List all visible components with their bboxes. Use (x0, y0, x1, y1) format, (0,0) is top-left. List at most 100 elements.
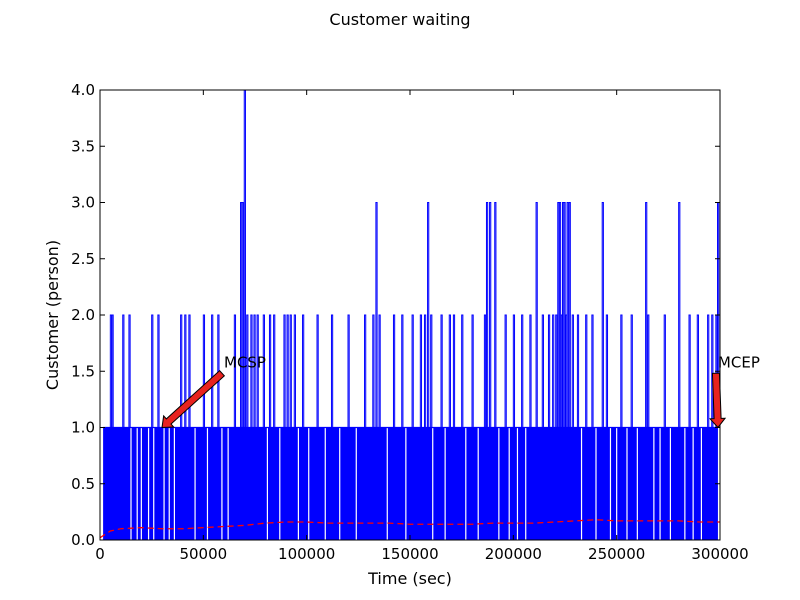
queue-spike-point (401, 314, 404, 428)
y-tick-label: 0.5 (71, 475, 95, 493)
x-tick-label: 300000 (691, 545, 748, 563)
y-axis-label: Customer (person) (43, 240, 62, 390)
queue-spike-point (521, 314, 524, 428)
y-tick-label: 3.0 (71, 194, 95, 212)
queue-spike-point (678, 202, 681, 428)
chart-title: Customer waiting (329, 10, 470, 29)
x-tick-label: 100000 (278, 545, 335, 563)
y-tick-label: 4.0 (71, 81, 95, 99)
queue-spike-point (122, 314, 125, 428)
queue-spike-point (302, 314, 305, 428)
queue-spike-point (289, 314, 292, 428)
queue-spike-point (663, 314, 666, 428)
queue-spike-point (711, 314, 714, 428)
queue-spike-point (211, 314, 214, 428)
queue-spike-point (392, 314, 396, 428)
queue-spike-point (184, 314, 187, 428)
plot-area (100, 90, 720, 540)
queue-spike-point (547, 314, 551, 428)
annotation-label-mcsp: MCSP (224, 353, 266, 371)
queue-spike-point (452, 314, 456, 428)
queue-spike-point (448, 314, 451, 428)
queue-spike-point (568, 202, 571, 428)
queue-spike-point (427, 202, 430, 428)
queue-spike-point (364, 314, 367, 428)
queue-spike-point (485, 202, 489, 428)
queue-dense-band (103, 427, 718, 540)
queue-spike-point (555, 314, 558, 428)
queue-spike-point (372, 314, 375, 428)
x-tick-label: 150000 (381, 545, 438, 563)
queue-spike-point (571, 314, 574, 428)
queue-spike-point (128, 314, 131, 428)
queue-spike-point (512, 314, 516, 428)
annotation-label-mcep: MCEP (718, 353, 760, 371)
queue-spike-point (471, 314, 474, 428)
queue-spike-point (157, 314, 160, 428)
queue-spike-point (630, 314, 633, 428)
queue-spike-point (347, 314, 350, 428)
queue-spike-point (707, 314, 710, 428)
queue-spike-point (483, 314, 487, 428)
queue-spike-point (620, 314, 623, 428)
queue-spike-point (529, 314, 532, 428)
series-queue-step (101, 90, 720, 540)
queue-spike-point (375, 202, 378, 428)
queue-spike-point (601, 202, 604, 428)
queue-spike-point (504, 314, 507, 428)
y-tick-label: 3.5 (71, 137, 95, 155)
x-tick-label: 250000 (588, 545, 645, 563)
queue-spike-point (566, 202, 569, 428)
x-tick-label: 0 (95, 545, 105, 563)
queue-spike-point (411, 314, 414, 428)
queue-spike-point (316, 314, 319, 428)
queue-spike-point (440, 314, 443, 428)
x-tick-label: 200000 (485, 545, 542, 563)
queue-spike-point (283, 314, 286, 428)
queue-spike-point (430, 314, 433, 428)
annotation-arrow-mcsp (161, 369, 226, 429)
queue-spike-point (576, 314, 580, 428)
queue-spike-point (256, 314, 259, 428)
y-tick-label: 1.5 (71, 362, 95, 380)
y-tick-label: 0.0 (71, 531, 95, 549)
queue-spike-point (253, 314, 256, 428)
queue-spike-point (151, 314, 154, 428)
annotations: MCSP MCEP (161, 353, 760, 429)
axes: 0 50000 100000 150000 200000 250000 300000 0.0 0… (71, 81, 748, 563)
queue-spike-point (202, 314, 206, 428)
queue-spike-point (645, 202, 648, 428)
series-mean-dashed (100, 519, 720, 539)
queue-spike-point (647, 314, 650, 428)
queue-spike-point (461, 314, 464, 428)
annotation-arrow-mcep (709, 372, 727, 429)
queue-spike-point (250, 314, 253, 428)
queue-spike-point (286, 314, 289, 428)
queue-spike-point (489, 202, 492, 428)
queue-spike-point (552, 314, 555, 428)
queue-spike-point (423, 314, 427, 428)
queue-spike-point (246, 314, 249, 428)
y-tick-label: 2.0 (71, 306, 95, 324)
queue-spike-point (111, 314, 114, 428)
queue-spike-point (233, 314, 237, 428)
queue-spike-point (688, 314, 691, 428)
queue-spike-point (262, 314, 265, 428)
queue-spike-point (330, 314, 334, 428)
queue-spike-point (605, 314, 609, 428)
queue-spike-point (293, 314, 296, 428)
queue-spike-point (243, 90, 246, 428)
y-tick-label: 2.5 (71, 250, 95, 268)
y-tick-label: 1.0 (71, 419, 95, 437)
queue-spike-point (378, 314, 381, 428)
queue-spike-point (268, 314, 272, 428)
queue-spike-point (535, 202, 538, 428)
queue-spike-point (541, 314, 544, 428)
queue-spike-point (591, 314, 594, 428)
x-tick-label: 50000 (179, 545, 227, 563)
x-axis-label: Time (sec) (367, 569, 452, 588)
queue-spike-point (241, 202, 244, 428)
queue-spike-point (188, 314, 191, 428)
queue-spike-point (273, 314, 276, 428)
